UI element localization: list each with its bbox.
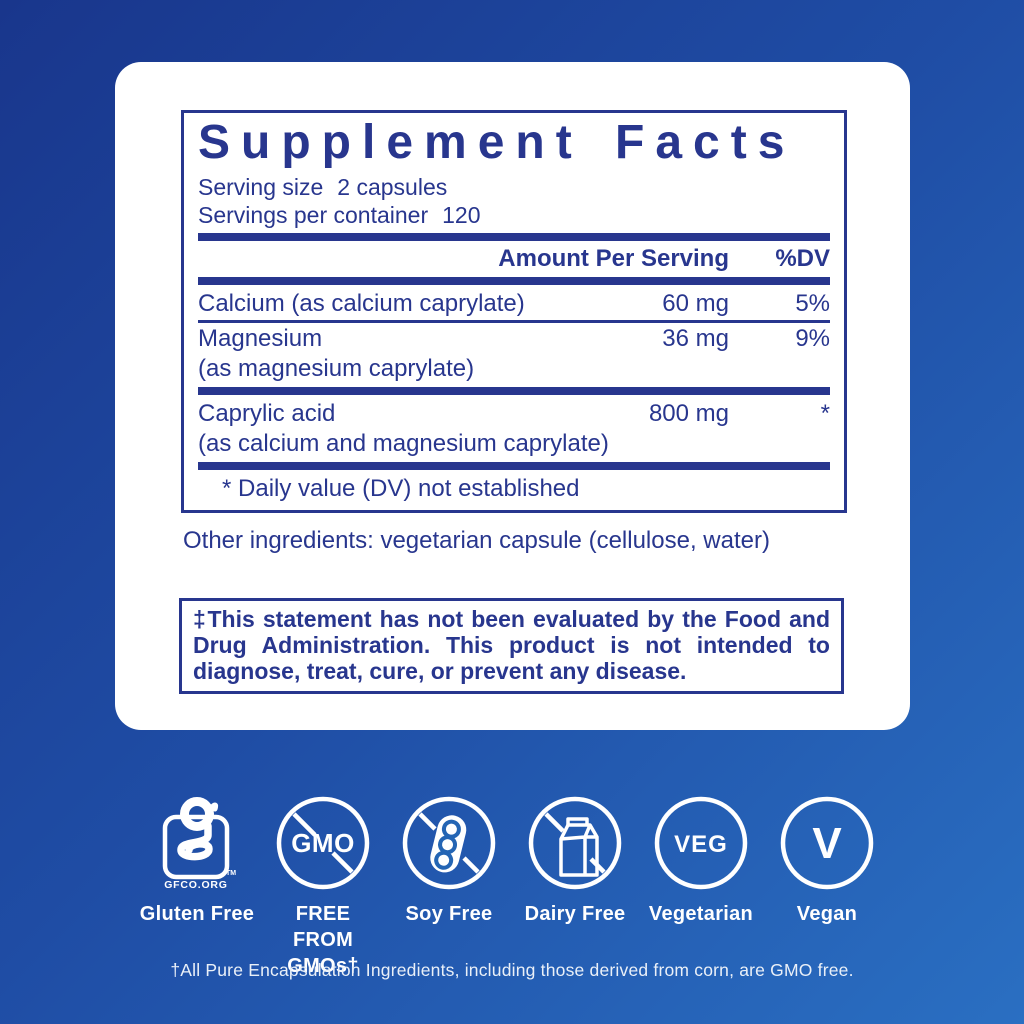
- svg-text:TM: TM: [226, 870, 236, 877]
- servings-per-container-line: Servings per container 120: [198, 201, 830, 229]
- serving-size-line: Serving size 2 capsules: [198, 173, 830, 201]
- svg-text:VEG: VEG: [674, 831, 728, 858]
- badge-gmo-free: GMO FREE FROM GMOs†: [260, 793, 386, 979]
- label-card: Supplement Facts Serving size 2 capsules …: [115, 62, 910, 730]
- badge-vegan: V Vegan: [764, 793, 890, 979]
- badge-dairy-free: Dairy Free: [512, 793, 638, 979]
- nutrient-amount: 60 mg: [662, 290, 729, 317]
- no-dairy-icon: [527, 793, 623, 893]
- serving-size-value: 2 capsules: [337, 174, 448, 200]
- servings-per-container-value: 120: [442, 202, 481, 228]
- gfco-gluten-free-icon: GFCO.ORG TM: [158, 793, 236, 893]
- vegetarian-icon: VEG: [653, 793, 749, 893]
- divider-thick: [198, 277, 830, 285]
- panel-title: Supplement Facts: [198, 116, 796, 169]
- dv-footnote: * Daily value (DV) not established: [222, 475, 580, 502]
- divider-thick: [198, 233, 830, 241]
- fda-disclaimer-box: ‡This statement has not been evaluated b…: [179, 598, 844, 694]
- svg-text:GFCO.ORG: GFCO.ORG: [164, 879, 228, 891]
- other-ingredients: Other ingredients: vegetarian capsule (c…: [183, 527, 770, 554]
- badge-label: Vegan: [796, 903, 858, 925]
- svg-text:V: V: [812, 819, 842, 868]
- serving-size-label: Serving size: [198, 174, 324, 200]
- certification-badges-row: GFCO.ORG TM Gluten Free GMO FREE FROM GM…: [134, 793, 890, 979]
- divider-thick: [198, 462, 830, 470]
- no-gmo-icon: GMO: [275, 793, 371, 893]
- table-row-magnesium: Magnesium 36 mg 9%: [198, 324, 830, 354]
- no-soy-icon: [401, 793, 497, 893]
- nutrient-dv: 9%: [795, 325, 830, 352]
- nutrient-name: Magnesium: [198, 325, 323, 352]
- header-amount-per-serving: Amount Per Serving: [498, 245, 729, 272]
- nutrient-amount: 36 mg: [662, 325, 729, 352]
- badge-vegetarian: VEG Vegetarian: [638, 793, 764, 979]
- header-percent-dv: %DV: [775, 245, 830, 272]
- supplement-facts-panel: Supplement Facts Serving size 2 capsules …: [181, 110, 847, 513]
- badge-label: Gluten Free: [139, 903, 255, 925]
- badge-label: FREE FROM GMOs†: [287, 903, 359, 977]
- badge-label: Soy Free: [405, 903, 493, 925]
- divider-thin: [198, 320, 830, 323]
- badge-label: Vegetarian: [648, 903, 754, 925]
- footer-note: †All Pure Encapsulation Ingredients, inc…: [170, 960, 854, 980]
- nutrient-name-line2: (as magnesium caprylate): [198, 355, 475, 382]
- badge-gluten-free: GFCO.ORG TM Gluten Free: [134, 793, 260, 979]
- divider-thick: [198, 387, 830, 395]
- table-header-row: Amount Per Serving %DV: [198, 245, 830, 273]
- nutrient-dv: *: [820, 400, 830, 427]
- nutrient-name-line2: (as calcium and magnesium caprylate): [198, 430, 609, 457]
- badge-label: Dairy Free: [524, 903, 626, 925]
- nutrient-dv: 5%: [795, 290, 830, 317]
- vegan-icon: V: [779, 793, 875, 893]
- table-row-caprylic-acid: Caprylic acid 800 mg *: [198, 399, 830, 429]
- svg-text:GMO: GMO: [291, 828, 355, 858]
- nutrient-name: Calcium (as calcium caprylate): [198, 290, 525, 317]
- servings-per-container-label: Servings per container: [198, 202, 429, 228]
- nutrient-name: Caprylic acid: [198, 400, 336, 427]
- badge-soy-free: Soy Free: [386, 793, 512, 979]
- nutrient-amount: 800 mg: [648, 400, 729, 427]
- table-row-calcium: Calcium (as calcium caprylate) 60 mg 5%: [198, 289, 830, 319]
